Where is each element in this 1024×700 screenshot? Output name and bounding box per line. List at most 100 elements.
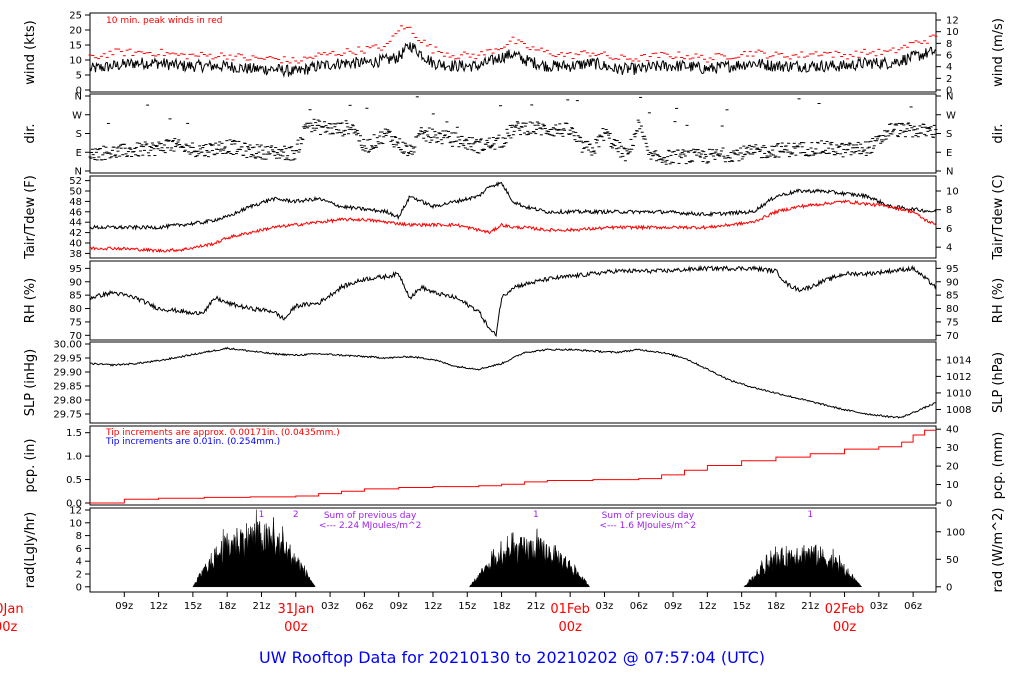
x-tick-label: 03z <box>595 601 613 612</box>
annotation: Tip increments are approx. 0.00171in. (0… <box>105 428 340 438</box>
y-axis-label-right: rad (W/m^2) <box>991 508 1006 593</box>
x-day-sub-label: 00z <box>284 620 308 635</box>
y-tick-label-right: W <box>946 110 956 121</box>
y-tick-label-right: 85 <box>946 291 959 302</box>
y-axis-label-right: Tair/Tdew (C) <box>991 174 1006 260</box>
y-tick-label-left: 80 <box>69 304 82 315</box>
annotation: Tip increments are 0.01in. (0.254mm.) <box>105 437 280 447</box>
y-tick-label-left: E <box>76 148 82 159</box>
panel-frame <box>89 341 937 424</box>
y-tick-label-right: 90 <box>946 277 959 288</box>
y-tick-label-left: S <box>76 129 82 140</box>
y-tick-label-right: 4 <box>946 243 952 254</box>
y-tick-label-left: 29.95 <box>53 354 82 365</box>
series-line-temp-0 <box>89 181 937 231</box>
y-tick-label-left: 42 <box>69 228 82 239</box>
y-axis-label-right: dir. <box>991 123 1006 143</box>
y-tick-label-left: 5 <box>76 71 82 82</box>
y-tick-label-right: 0 <box>946 86 952 97</box>
y-tick-label-left: 10 <box>69 518 82 529</box>
y-axis-label-left: RH (%) <box>23 278 38 323</box>
y-tick-label-left: 70 <box>69 331 82 342</box>
y-tick-label-left: 12 <box>69 506 82 517</box>
y-axis-label-right: RH (%) <box>991 278 1006 323</box>
series-line-temp-1 <box>89 199 937 254</box>
y-tick-label-left: 29.80 <box>53 396 82 407</box>
series-line-rh-0 <box>89 264 937 338</box>
x-day-sub-label: 00z <box>833 620 857 635</box>
y-tick-label-right: N <box>946 92 953 103</box>
y-tick-label-right: 10 <box>946 480 959 491</box>
y-tick-label-left: 90 <box>69 277 82 288</box>
y-tick-label-right: 1008 <box>946 405 971 416</box>
y-tick-label-left: 44 <box>69 218 82 229</box>
precip-line <box>90 429 936 504</box>
y-tick-label-left: 30.00 <box>53 340 82 351</box>
y-tick-label-right: 100 <box>946 527 965 538</box>
marker-label: 1 <box>533 510 539 520</box>
marker-label: 1 <box>807 510 813 520</box>
radiation-area <box>469 528 591 588</box>
y-tick-label-right: 2 <box>946 74 952 85</box>
y-tick-label-left: 4 <box>76 557 82 568</box>
y-tick-label-right: 20 <box>946 462 959 473</box>
y-axis-label-left: wind (kts) <box>23 20 38 84</box>
annotation: Sum of previous day <box>602 511 695 521</box>
y-tick-label-left: N <box>75 167 82 178</box>
x-day-sub-label-edge: 00z <box>0 620 18 635</box>
y-tick-label-right: 1012 <box>946 372 971 383</box>
y-axis-label-right: wind (m/s) <box>991 18 1006 87</box>
y-tick-label-right: 1010 <box>946 388 971 399</box>
y-tick-label-right: 12 <box>946 16 959 27</box>
y-tick-label-left: 0 <box>76 86 82 97</box>
y-tick-label-left: 2 <box>76 570 82 581</box>
x-tick-label: 15z <box>733 601 751 612</box>
y-tick-label-left: 29.85 <box>53 382 82 393</box>
y-tick-label-right: 6 <box>946 51 952 62</box>
annotation: <--- 1.6 MJoules/m^2 <box>600 521 697 531</box>
y-tick-label-right: S <box>946 129 952 140</box>
x-tick-label: 21z <box>527 601 545 612</box>
y-tick-label-right: 6 <box>946 224 952 235</box>
x-day-label-edge: 30Jan <box>0 602 24 617</box>
y-axis-label-left: rad(Lgly/hr) <box>23 512 38 588</box>
y-tick-label-left: N <box>75 92 82 103</box>
x-day-sub-label: 00z <box>558 620 582 635</box>
y-tick-label-left: 1.5 <box>66 428 82 439</box>
x-tick-label: 18z <box>493 601 511 612</box>
y-axis-label-left: Tair/Tdew (F) <box>23 175 38 260</box>
x-tick-label: 21z <box>801 601 819 612</box>
x-tick-label: 18z <box>218 601 236 612</box>
y-axis-label-left: SLP (inHg) <box>23 349 38 417</box>
y-tick-label-left: 0.5 <box>66 475 82 486</box>
y-tick-label-left: 25 <box>69 11 82 22</box>
y-tick-label-right: N <box>946 167 953 178</box>
y-tick-label-right: 8 <box>946 205 952 216</box>
y-tick-label-left: 6 <box>76 544 82 555</box>
y-tick-label-left: 20 <box>69 26 82 37</box>
x-tick-label: 03z <box>870 601 888 612</box>
y-tick-label-left: W <box>72 110 82 121</box>
y-tick-label-left: 15 <box>69 41 82 52</box>
y-axis-label-right: SLP (hPa) <box>991 352 1006 413</box>
y-tick-label-left: 0.0 <box>66 499 82 510</box>
y-tick-label-right: 50 <box>946 555 959 566</box>
y-tick-label-right: 75 <box>946 317 959 328</box>
x-tick-label: 15z <box>458 601 476 612</box>
y-tick-label-right: 80 <box>946 304 959 315</box>
y-tick-label-right: 0 <box>946 582 952 593</box>
y-tick-label-right: 8 <box>946 39 952 50</box>
chart-title: UW Rooftop Data for 20210130 to 20210202… <box>258 648 766 667</box>
y-axis-label-right: pcp. (mm) <box>991 432 1006 499</box>
x-tick-label: 06z <box>355 601 373 612</box>
y-tick-label-left: 29.75 <box>53 410 82 421</box>
y-tick-label-left: 50 <box>69 187 82 198</box>
y-tick-label-left: 85 <box>69 291 82 302</box>
y-tick-label-right: 40 <box>946 425 959 436</box>
y-tick-label-right: 30 <box>946 443 959 454</box>
y-tick-label-left: 52 <box>69 176 82 187</box>
y-tick-label-left: 75 <box>69 317 82 328</box>
